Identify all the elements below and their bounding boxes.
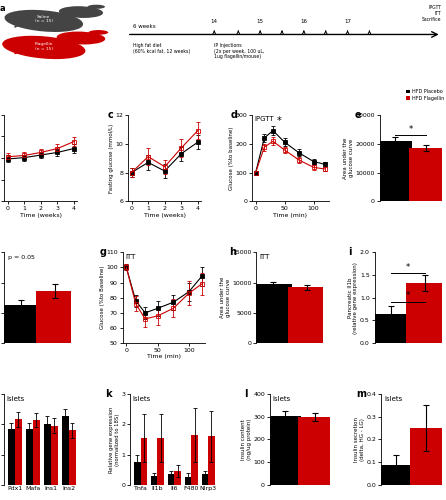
Text: *: * [277, 116, 281, 126]
Bar [406, 283, 443, 343]
Text: i: i [348, 246, 351, 256]
Ellipse shape [87, 4, 105, 9]
Ellipse shape [57, 32, 105, 44]
Ellipse shape [59, 6, 103, 18]
Text: Saline
(n = 15): Saline (n = 15) [35, 15, 53, 24]
Text: ITT: ITT [125, 254, 136, 260]
Bar [151, 476, 157, 485]
Bar [62, 416, 69, 485]
Text: m: m [356, 388, 366, 398]
Bar [298, 417, 332, 485]
Bar [15, 420, 21, 485]
Text: *: * [409, 125, 413, 134]
Bar [185, 476, 191, 485]
Bar [69, 430, 75, 485]
Y-axis label: Pancreatic Il1b
(relative gene expression): Pancreatic Il1b (relative gene expressio… [347, 262, 359, 334]
Text: Islets: Islets [7, 396, 25, 402]
Ellipse shape [4, 10, 83, 32]
Bar [268, 416, 301, 485]
Bar [288, 288, 325, 343]
Legend: HFD Placebo, HFD Flagellin: HFD Placebo, HFD Flagellin [406, 90, 444, 101]
Text: e: e [355, 110, 362, 120]
Text: *: * [406, 292, 410, 300]
Bar [44, 424, 51, 485]
Bar [36, 291, 73, 374]
Ellipse shape [89, 30, 108, 35]
Bar [33, 420, 40, 485]
Y-axis label: Area under the
glucose curve: Area under the glucose curve [220, 277, 231, 318]
Text: 17: 17 [344, 19, 351, 24]
Text: Islets: Islets [133, 396, 151, 402]
Text: 15: 15 [256, 19, 264, 24]
Text: d: d [231, 110, 238, 120]
Bar [208, 436, 215, 485]
Bar [168, 474, 174, 485]
Text: IPGTT: IPGTT [255, 116, 274, 122]
Y-axis label: Glucose (%to baseline): Glucose (%to baseline) [229, 126, 234, 190]
Bar [380, 464, 413, 485]
Bar [409, 148, 443, 202]
Bar [174, 472, 181, 485]
Bar [410, 428, 443, 485]
Text: l: l [244, 388, 248, 398]
Text: k: k [105, 388, 112, 398]
Text: c: c [108, 110, 114, 120]
Bar [157, 438, 164, 485]
Bar [140, 438, 147, 485]
Text: Flagellin
(n = 15): Flagellin (n = 15) [34, 42, 53, 50]
Bar [255, 284, 292, 343]
Text: *: * [406, 263, 410, 272]
Text: 14: 14 [211, 19, 218, 24]
Y-axis label: Relative gene expression
(normalized to 18S): Relative gene expression (normalized to … [109, 406, 120, 472]
Bar [3, 305, 40, 374]
Text: High fat diet
(60% kcal fat, 12 weeks): High fat diet (60% kcal fat, 12 weeks) [133, 42, 190, 54]
Text: g: g [99, 246, 107, 256]
Text: Islets: Islets [384, 396, 402, 402]
Bar [202, 474, 208, 485]
Text: IPGTT
ITT
Sacrifice: IPGTT ITT Sacrifice [422, 5, 442, 21]
Bar [378, 140, 412, 202]
X-axis label: Time (min): Time (min) [273, 212, 307, 218]
Y-axis label: Fasting glucose (mmol/L): Fasting glucose (mmol/L) [109, 124, 114, 192]
Bar [26, 429, 33, 485]
Y-axis label: Insulin secretion
(delta, HG - LG): Insulin secretion (delta, HG - LG) [354, 417, 365, 462]
X-axis label: Time (weeks): Time (weeks) [20, 212, 62, 218]
Y-axis label: Insulin content
(ng/ug protein): Insulin content (ng/ug protein) [241, 419, 252, 460]
X-axis label: Time (min): Time (min) [147, 354, 181, 360]
Text: Islets: Islets [273, 396, 291, 402]
Bar [191, 435, 198, 485]
Y-axis label: Area under the
glucose curve: Area under the glucose curve [343, 138, 354, 179]
Ellipse shape [2, 36, 85, 59]
Text: IP Injections
(2x per week, 100 uL,
1ug flagellin/mouse): IP Injections (2x per week, 100 uL, 1ug … [214, 42, 265, 59]
Bar [51, 426, 58, 485]
Text: ITT: ITT [260, 254, 270, 260]
Text: 16: 16 [300, 19, 307, 24]
Text: a: a [0, 4, 6, 13]
Bar [8, 428, 15, 485]
Y-axis label: Glucose (%to Baseline): Glucose (%to Baseline) [100, 266, 105, 330]
Bar [134, 462, 140, 485]
X-axis label: Time (weeks): Time (weeks) [144, 212, 186, 218]
Text: p = 0.05: p = 0.05 [8, 255, 35, 260]
Bar [373, 314, 410, 343]
Text: h: h [230, 246, 237, 256]
Text: 6 weeks: 6 weeks [133, 24, 156, 28]
